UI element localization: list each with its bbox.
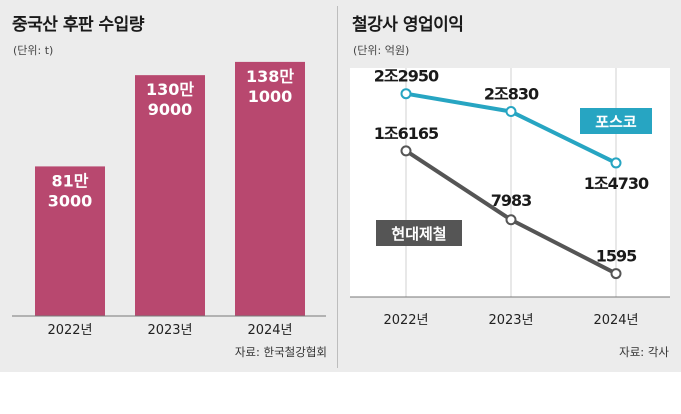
- data-label: 1조6165: [374, 124, 439, 143]
- x-tick-label: 2024년: [593, 313, 638, 328]
- bar-2022년: [35, 166, 105, 316]
- operating-profit-panel: 철강사 영업이익 (단위: 억원) 2022년 2023년 2024년 2조2950 2…: [340, 0, 681, 372]
- data-point: [505, 214, 517, 226]
- bar-value-label: 81만: [52, 171, 89, 190]
- bar-value-label: 9000: [148, 100, 193, 119]
- data-label: 1조4730: [584, 174, 649, 193]
- x-tick-label: 2024년: [247, 323, 292, 338]
- bar-value-label: 3000: [48, 191, 93, 210]
- legend-tag-bg: [580, 108, 652, 134]
- x-tick-label: 2022년: [47, 323, 92, 338]
- data-point: [610, 157, 622, 169]
- data-point: [400, 88, 412, 100]
- bar-value-label: 138만: [246, 67, 294, 86]
- line-chart-unit: (단위: 억원): [353, 44, 410, 57]
- line-chart: 2022년 2023년 2024년 2조2950 2조830 1조4730 1조6165 79…: [350, 67, 670, 328]
- data-label: 2조2950: [374, 67, 439, 86]
- bar-chart-title: 중국산 후판 수입량: [12, 15, 144, 35]
- x-tick-label: 2022년: [383, 313, 428, 328]
- import-volume-panel: 중국산 후판 수입량 (단위: t) 81만 3000 2022년 130만 9000 2…: [0, 0, 335, 372]
- data-label: 2조830: [484, 85, 539, 104]
- bar-2024년: [235, 61, 305, 317]
- bar-chart-source: 자료: 한국철강협회: [234, 345, 327, 359]
- data-point: [400, 145, 412, 157]
- data-label: 1595: [596, 247, 637, 266]
- data-point: [610, 268, 622, 280]
- data-label: 7983: [491, 191, 532, 210]
- legend-tag-bg: [376, 220, 462, 246]
- line-chart-title: 철강사 영업이익: [352, 15, 464, 35]
- line-chart-source: 자료: 각사: [619, 345, 669, 359]
- legend-tag-posco: 포스코: [595, 113, 637, 131]
- panel-divider: [337, 6, 338, 368]
- x-tick-label: 2023년: [147, 323, 192, 338]
- bar-value-label: 1000: [248, 87, 293, 106]
- bar-value-label: 130만: [146, 80, 194, 99]
- legend-tag-hyundai: 현대제철: [391, 225, 446, 243]
- bar-2023년: [135, 75, 205, 316]
- x-tick-label: 2023년: [488, 313, 533, 328]
- bar-chart-unit: (단위: t): [13, 44, 54, 57]
- data-point: [505, 106, 517, 118]
